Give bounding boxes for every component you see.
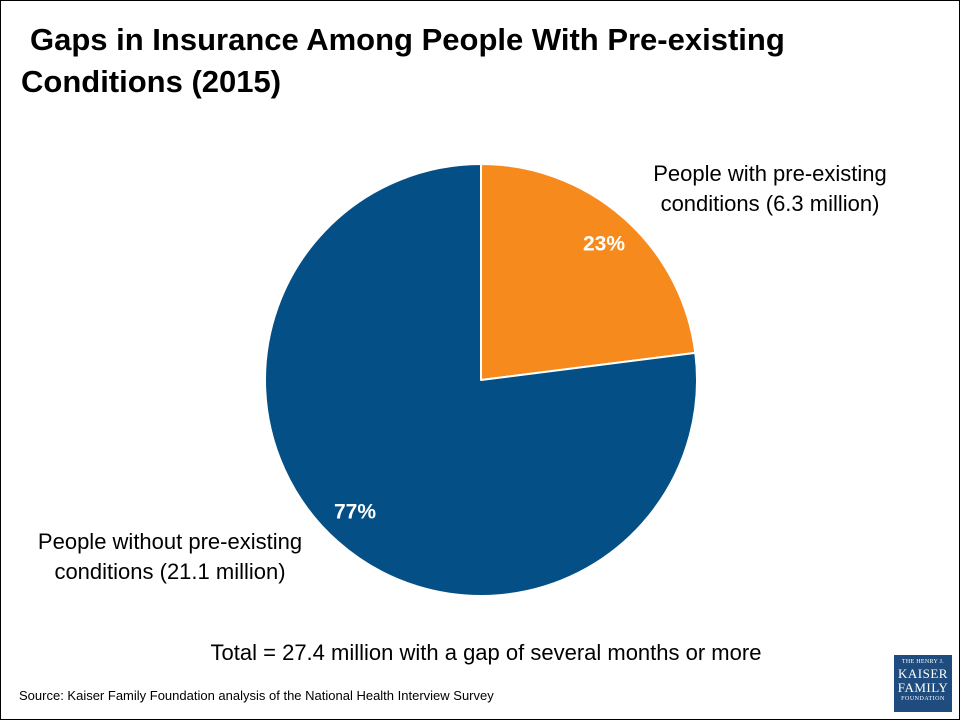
- total-note: Total = 27.4 million with a gap of sever…: [210, 640, 762, 665]
- chart-title-line-2: Conditions (2015): [21, 64, 282, 99]
- kff-logo: THE HENRY J. KAISER FAMILY FOUNDATION: [894, 655, 952, 712]
- logo-line-2: KAISER: [898, 666, 948, 681]
- slice-label-without-conditions: People without pre-existing conditions (…: [11, 527, 329, 587]
- pie-percent-label-1: 23%: [583, 233, 625, 256]
- chart-title: Gaps in Insurance Among People With Pre-…: [21, 19, 901, 103]
- slice-label-without-conditions-line-2: conditions (21.1 million): [54, 559, 286, 584]
- chart-title-line-1: Gaps in Insurance Among People With Pre-…: [30, 22, 785, 57]
- slice-label-with-conditions: People with pre-existing conditions (6.3…: [621, 159, 919, 219]
- slice-label-with-conditions-line-2: conditions (6.3 million): [660, 191, 880, 216]
- pie-slice-2: [264, 163, 698, 597]
- pie-slice-1: [480, 163, 697, 381]
- slice-label-with-conditions-line-1: People with pre-existing: [653, 161, 887, 186]
- logo-line-3: FAMILY: [897, 680, 949, 695]
- slice-label-without-conditions-line-1: People without pre-existing: [37, 529, 303, 554]
- pie-percent-label-2: 77%: [334, 501, 376, 524]
- source-note: Source: Kaiser Family Foundation analysi…: [19, 688, 494, 703]
- logo-line-4: FOUNDATION: [901, 696, 945, 702]
- logo-line-1: THE HENRY J.: [901, 659, 945, 665]
